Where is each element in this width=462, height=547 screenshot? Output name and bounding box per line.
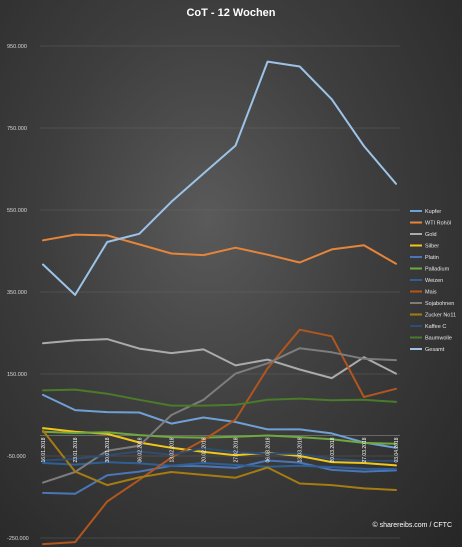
y-tick-label: -250.000: [7, 536, 29, 542]
legend-label-mais: Mais: [425, 290, 437, 296]
x-tick-label: 13.03.2018: [298, 437, 304, 462]
series-line-platin: [42, 459, 397, 495]
x-tick-label: 06.03.2018: [266, 437, 272, 462]
series-line-baumwolle: [42, 388, 397, 407]
series-line-kaffee-c: [42, 447, 397, 462]
series-line-sojabohnen: [42, 347, 397, 484]
y-tick-label: 350.000: [7, 290, 27, 296]
legend-label-gesamt: Gesamt: [425, 347, 445, 353]
source-credit: © sharereibs.com / CFTC: [373, 521, 452, 529]
legend-label-silber: Silber: [425, 244, 439, 250]
legend-label-kupfer: Kupfer: [425, 209, 441, 215]
y-tick-label: 150.000: [7, 372, 27, 378]
x-tick-label: 30.01.2018: [105, 437, 111, 462]
x-tick-label: 23.01.2018: [73, 437, 79, 462]
series-line-wti-roh-l: [42, 233, 397, 265]
legend-label-zucker-no11: Zucker No11: [425, 313, 456, 319]
x-axis-labels: 16.01.2018 23.01.2018 30.01.2018 06.02.2018…: [41, 437, 400, 462]
x-tick-label: 03.04.2018: [394, 437, 400, 462]
y-tick-label: 550.000: [7, 208, 27, 214]
legend-label-baumwolle: Baumwolle: [425, 336, 452, 342]
y-axis-labels: 950.000 750.000 550.000 350.000 150.000 -50.0…: [7, 44, 29, 542]
y-tick-label: 750.000: [7, 126, 27, 132]
legend: Kupfer WTI Rohöl Gold Silber Platin Palladium…: [410, 209, 456, 353]
x-tick-label: 06.02.2018: [137, 437, 143, 462]
legend-label-platin: Platin: [425, 255, 439, 261]
series-layer: [42, 60, 397, 546]
series-line-gesamt: [42, 60, 397, 296]
series-line-zucker-no11: [42, 429, 397, 491]
x-tick-label: 27.03.2018: [362, 437, 368, 462]
series-line-weizen: [42, 461, 397, 471]
legend-label-wti-roh-l: WTI Rohöl: [425, 221, 451, 227]
series-line-palladium: [42, 430, 397, 445]
y-tick-label: 950.000: [7, 44, 27, 50]
series-line-kupfer: [42, 393, 397, 449]
series-line-silber: [42, 427, 397, 467]
y-tick-label: -50.000: [7, 454, 26, 460]
x-tick-label: 27.02.2018: [234, 437, 240, 462]
chart-title: CoT - 12 Wochen: [186, 7, 275, 19]
legend-label-weizen: Weizen: [425, 278, 443, 284]
legend-label-gold: Gold: [425, 232, 437, 238]
x-tick-label: 16.01.2018: [41, 437, 47, 462]
series-line-mais: [42, 328, 397, 546]
series-line-gold: [42, 338, 397, 380]
x-tick-label: 20.03.2018: [330, 437, 336, 462]
legend-label-sojabohnen: Sojabohnen: [425, 301, 454, 307]
x-tick-label: 20.02.2018: [201, 437, 207, 462]
legend-label-palladium: Palladium: [425, 267, 450, 273]
legend-label-kaffee-c: Kaffee C: [425, 324, 446, 330]
x-tick-label: 13.02.2018: [169, 437, 175, 462]
